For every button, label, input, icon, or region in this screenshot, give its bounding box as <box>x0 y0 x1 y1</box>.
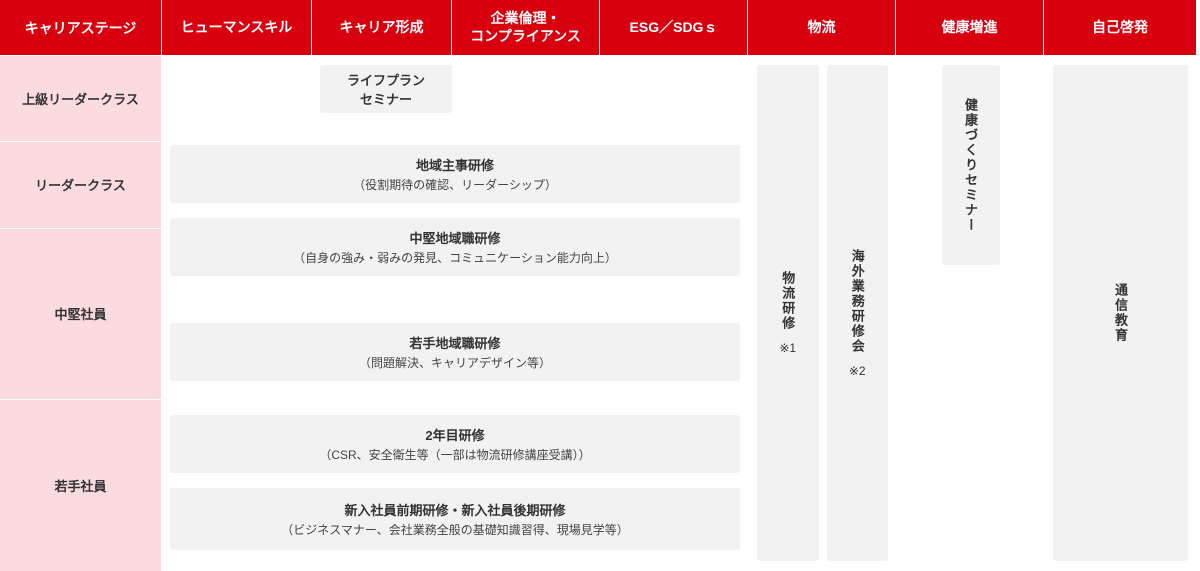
overseas-training-pill: 海外業務研修会 ※2 <box>827 65 889 561</box>
health-column: 健康づくりセミナー <box>896 55 1044 571</box>
health-seminar-pill: 健康づくりセミナー <box>942 65 1000 265</box>
stage-leader: リーダークラス <box>0 141 162 227</box>
logistics-training-label: 物流研修 <box>778 271 797 331</box>
wide-training-area: ライフプラン セミナー 地域主事研修 （役割期待の確認、リーダーシップ） 中堅地… <box>162 55 748 571</box>
correspondence-education-label: 通信教育 <box>1111 283 1130 343</box>
logistics-training-pill: 物流研修 ※1 <box>757 65 819 561</box>
header-esg: ESG／SDGｓ <box>600 0 748 55</box>
training-sub: （自身の強み・弱みの発見、コミュニケーション能力向上） <box>293 249 617 266</box>
header-ethics: 企業倫理・ コンプライアンス <box>452 0 600 55</box>
training-matrix: キャリアステージ 上級リーダークラス リーダークラス 中堅社員 若手社員 ヒュー… <box>0 0 1200 571</box>
header-health: 健康増進 <box>896 0 1044 55</box>
training-mid-regional: 中堅地域職研修 （自身の強み・弱みの発見、コミュニケーション能力向上） <box>170 218 740 276</box>
header-career: キャリア形成 <box>312 0 452 55</box>
self-dev-column: 通信教育 <box>1044 55 1196 571</box>
stage-senior-leader: 上級リーダークラス <box>0 55 162 141</box>
stage-column: キャリアステージ 上級リーダークラス リーダークラス 中堅社員 若手社員 <box>0 0 162 571</box>
header-human-skill: ヒューマンスキル <box>162 0 312 55</box>
training-sub: （CSR、安全衛生等（一部は物流研修講座受講）） <box>319 446 590 463</box>
header-stage: キャリアステージ <box>0 0 162 55</box>
lifeplan-seminar-pill: ライフプラン セミナー <box>320 65 452 113</box>
header-logistics: 物流 <box>748 0 896 55</box>
training-new-employee: 新入社員前期研修・新入社員後期研修 （ビジネスマナー、会社業務全般の基礎知識習得… <box>170 488 740 550</box>
training-title: 新入社員前期研修・新入社員後期研修 <box>344 500 565 519</box>
training-sub: （ビジネスマナー、会社業務全般の基礎知識習得、現場見学等） <box>281 521 629 538</box>
overseas-training-label: 海外業務研修会 <box>848 249 867 354</box>
training-young-regional: 若手地域職研修 （問題解決、キャリアデザイン等） <box>170 323 740 381</box>
logistics-training-note: ※1 <box>779 341 796 355</box>
training-sub: （問題解決、キャリアデザイン等） <box>359 354 551 371</box>
training-title: 2年目研修 <box>425 425 484 444</box>
training-2nd-year: 2年目研修 （CSR、安全衛生等（一部は物流研修講座受講）） <box>170 415 740 473</box>
training-title: 若手地域職研修 <box>409 333 500 352</box>
body-grid: ライフプラン セミナー 地域主事研修 （役割期待の確認、リーダーシップ） 中堅地… <box>162 55 1200 571</box>
health-seminar-label: 健康づくりセミナー <box>961 98 980 233</box>
stage-mid: 中堅社員 <box>0 228 162 400</box>
correspondence-education-pill: 通信教育 <box>1053 65 1188 561</box>
overseas-training-note: ※2 <box>849 364 866 378</box>
column-headers: ヒューマンスキル キャリア形成 企業倫理・ コンプライアンス ESG／SDGｓ … <box>162 0 1200 55</box>
training-sub: （役割期待の確認、リーダーシップ） <box>353 176 557 193</box>
lifeplan-title: ライフプラン セミナー <box>347 70 425 108</box>
header-self-dev: 自己啓発 <box>1044 0 1196 55</box>
training-title: 中堅地域職研修 <box>409 228 500 247</box>
logistics-column: 物流研修 ※1 海外業務研修会 ※2 <box>748 55 896 571</box>
main-area: ヒューマンスキル キャリア形成 企業倫理・ コンプライアンス ESG／SDGｓ … <box>162 0 1200 571</box>
training-title: 地域主事研修 <box>416 155 494 174</box>
stage-junior: 若手社員 <box>0 399 162 571</box>
training-regional-chief: 地域主事研修 （役割期待の確認、リーダーシップ） <box>170 145 740 203</box>
